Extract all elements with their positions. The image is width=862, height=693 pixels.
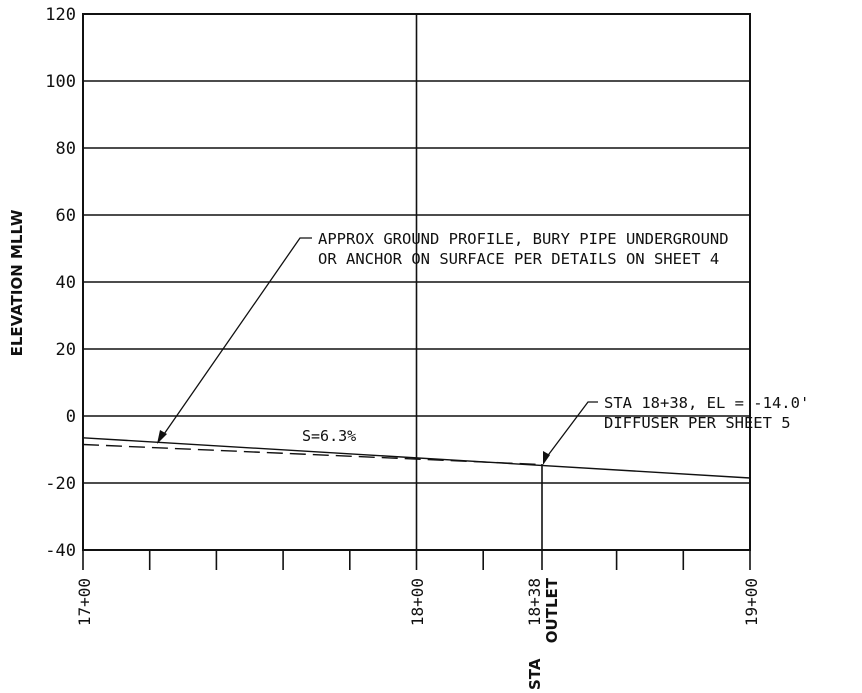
y-tick-label: 60 <box>56 206 76 226</box>
x-tick-marks <box>82 550 751 570</box>
slope-label: S=6.3% <box>302 427 356 445</box>
ground-note-arrowhead <box>157 430 167 444</box>
y-tick-label: -40 <box>45 541 76 561</box>
y-tick-label: 20 <box>56 340 76 360</box>
y-tick-label: 0 <box>66 407 76 427</box>
outlet-note-arrowhead <box>543 451 550 465</box>
outlet-label: OUTLET <box>543 577 561 643</box>
ground-profile-line <box>82 443 543 466</box>
y-tick-label: 100 <box>45 72 76 92</box>
ground-note-leader <box>161 237 312 438</box>
y-tick-label: 120 <box>45 5 76 25</box>
ground-note-line2: OR ANCHOR ON SURFACE PER DETAILS ON SHEE… <box>318 250 719 268</box>
y-tick-label: -20 <box>45 474 76 494</box>
station-prefix-sta: STA <box>526 658 544 690</box>
y-tick-labels: 120 100 80 60 40 20 0 -20 -40 <box>45 5 76 561</box>
y-tick-label: 40 <box>56 273 76 293</box>
station-label-18-00: 18+00 <box>408 578 427 626</box>
y-axis-label: ELEVATION MLLW <box>8 209 26 356</box>
outlet-note-line1: STA 18+38, EL = -14.0' <box>604 394 809 412</box>
y-tick-label: 80 <box>56 139 76 159</box>
ground-note-line1: APPROX GROUND PROFILE, BURY PIPE UNDERGR… <box>318 230 729 248</box>
station-label-18-38: 18+38 <box>525 578 544 626</box>
outlet-note-leader <box>545 401 598 459</box>
pipe-profile-line <box>82 437 751 479</box>
station-label-19-00: 19+00 <box>742 578 761 626</box>
station-label-17-00: 17+00 <box>75 578 94 626</box>
outlet-note-line2: DIFFUSER PER SHEET 5 <box>604 414 791 432</box>
